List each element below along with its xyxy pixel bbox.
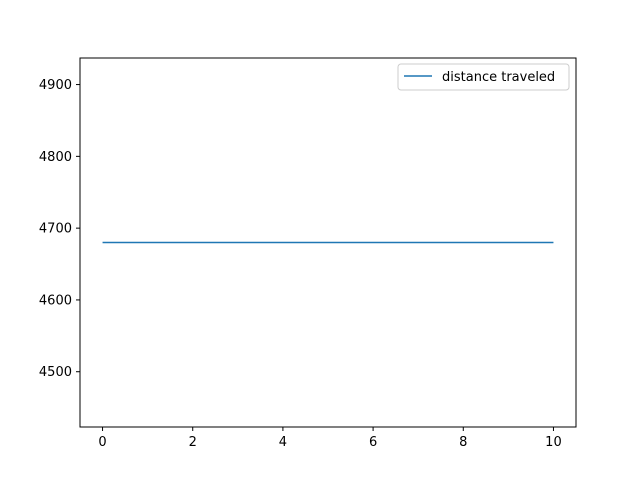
axes-frame [79,57,577,428]
y-tick-label: 4600 [39,293,72,308]
x-tick-label: 6 [369,435,377,450]
y-tick-label: 4800 [39,150,72,165]
x-tick-label: 10 [545,435,562,450]
x-tick-label: 0 [98,435,106,450]
x-tick-label: 2 [189,435,197,450]
legend-box [397,63,570,91]
y-tick-label: 4900 [39,78,72,93]
axes: 0 2 4 6 8 10 4500 4600 4700 4800 4900 [39,57,577,450]
y-tick-label: 4500 [39,365,72,380]
y-tick-label: 4700 [39,222,72,237]
x-tick-label: 4 [279,435,287,450]
legend: distance traveled [397,63,570,91]
x-tick-label: 8 [459,435,467,450]
legend-label: distance traveled [442,70,555,85]
